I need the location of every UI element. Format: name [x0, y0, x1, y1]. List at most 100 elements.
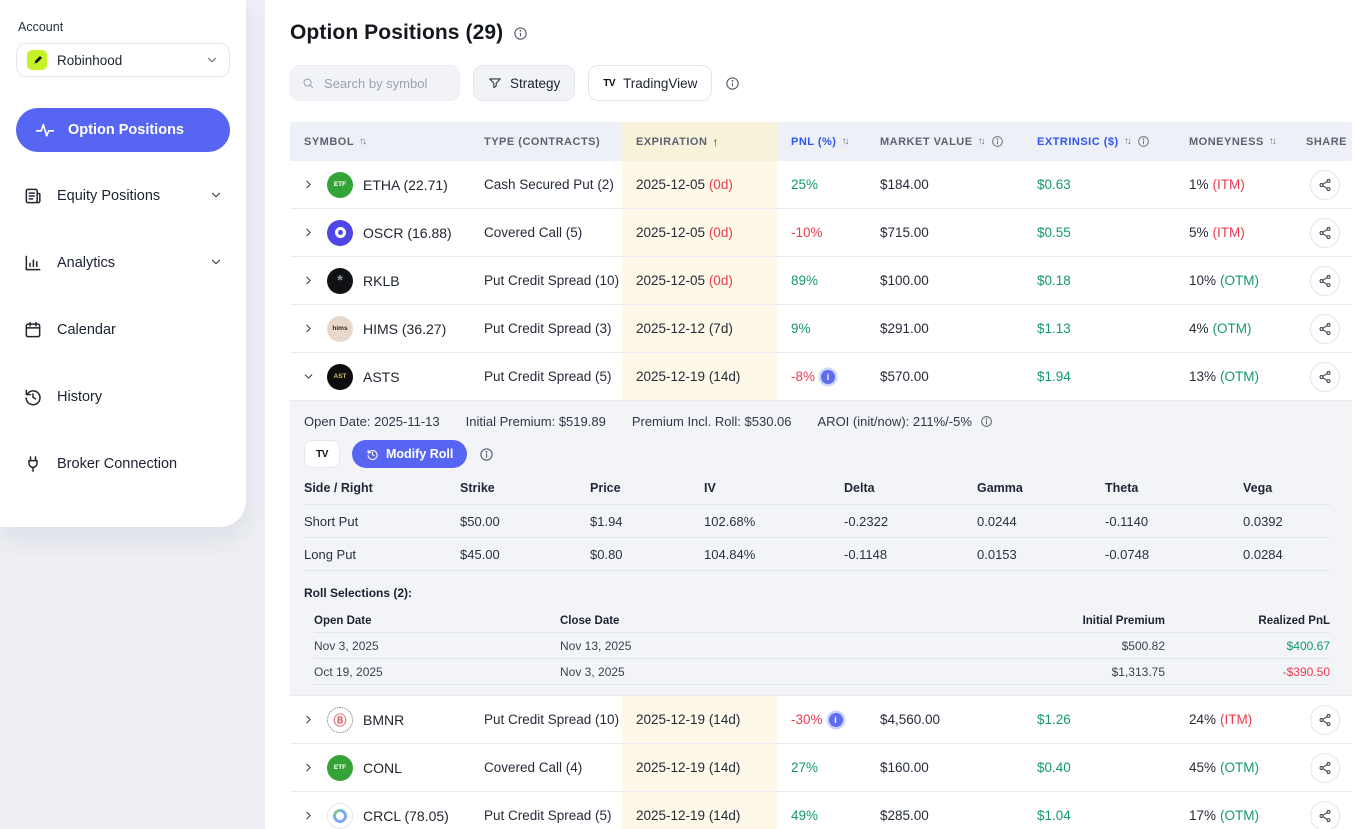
position-meta: Open Date: 2025-11-13: [304, 414, 440, 429]
table-row-hims[interactable]: hims HIMS (36.27) Put Credit Spread (3) …: [290, 305, 1352, 353]
column-header-pnl[interactable]: PNL (%) ↑↓: [791, 135, 849, 148]
moneyness-cell: 4% (OTM): [1189, 321, 1252, 336]
sidebar-item-equity-positions[interactable]: Equity Positions: [20, 182, 225, 210]
expand-row-button[interactable]: [300, 176, 317, 193]
table-row-bmnr[interactable]: Ⓑ BMNR Put Credit Spread (10) 2025-12-19…: [290, 696, 1352, 744]
strategy-filter-button[interactable]: Strategy: [473, 65, 576, 101]
leg-column-theta: Theta: [1105, 481, 1139, 495]
table-row-oscr[interactable]: OSCR (16.88) Covered Call (5) 2025-12-05…: [290, 209, 1352, 257]
pnl-cell: -10%: [791, 225, 823, 240]
market-value-cell: $291.00: [880, 321, 929, 336]
symbol-label: RKLB: [363, 272, 400, 289]
sidebar-item-label: Calendar: [57, 322, 116, 338]
share-button[interactable]: [1310, 361, 1340, 392]
oscr-logo: [327, 219, 353, 246]
tradingview-button[interactable]: TV TradingView: [588, 65, 713, 101]
etha-logo: ETF: [327, 171, 353, 198]
extrinsic-cell: $1.13: [1037, 321, 1071, 336]
sidebar-item-option-positions[interactable]: Option Positions: [16, 108, 230, 152]
share-button[interactable]: [1310, 800, 1340, 829]
main-content: Option Positions (29) Strategy TV Tradin…: [265, 0, 1354, 829]
column-info-icon[interactable]: [1137, 135, 1150, 148]
search-icon: [303, 78, 314, 89]
leg-column-strike: Strike: [460, 481, 495, 495]
column-header-symbol[interactable]: SYMBOL ↑↓: [304, 135, 367, 148]
type-cell: Put Credit Spread (10): [484, 273, 620, 288]
sidebar-item-calendar[interactable]: Calendar: [20, 316, 225, 344]
extrinsic-cell: $0.63: [1037, 177, 1071, 192]
type-cell: Cash Secured Put (2): [484, 177, 614, 192]
sidebar-item-analytics[interactable]: Analytics: [20, 249, 225, 277]
column-header-moneyness[interactable]: MONEYNESS ↑↓: [1189, 135, 1277, 148]
expand-row-button[interactable]: [300, 711, 317, 728]
pnl-info-badge[interactable]: i: [821, 369, 836, 384]
account-name: Robinhood: [57, 52, 123, 68]
expiration-cell: 2025-12-19 (14d): [622, 353, 777, 400]
chevron-down-icon: [205, 53, 219, 67]
share-button[interactable]: [1310, 217, 1340, 248]
search-box[interactable]: [290, 65, 460, 101]
share-button[interactable]: [1310, 704, 1340, 735]
leg-column-iv: IV: [704, 481, 716, 495]
days-to-expiry: (0d): [708, 177, 733, 192]
leg-column-delta: Delta: [844, 481, 875, 495]
share-button[interactable]: [1310, 265, 1340, 296]
title-info-icon[interactable]: [513, 26, 528, 41]
expand-row-button[interactable]: [300, 759, 317, 776]
modify-roll-button[interactable]: Modify Roll: [352, 440, 468, 468]
expand-row-button[interactable]: [300, 320, 317, 337]
moneyness-cell: 45% (OTM): [1189, 760, 1260, 775]
column-header-type-contracts[interactable]: TYPE (CONTRACTS): [484, 135, 601, 148]
share-button[interactable]: [1310, 752, 1340, 783]
sort-icon[interactable]: ↑↓: [841, 136, 849, 147]
column-info-icon[interactable]: [991, 135, 1004, 148]
sidebar-item-history[interactable]: History: [20, 383, 225, 411]
symbol-label: ASTS: [363, 368, 400, 385]
sort-icon[interactable]: ↑↓: [1123, 136, 1132, 147]
expand-row-button[interactable]: [300, 224, 317, 241]
symbol-label: ETHA (22.71): [363, 176, 448, 193]
expiration-cell: 2025-12-19 (14d): [622, 696, 777, 743]
sort-icon[interactable]: ↑↓: [1268, 136, 1277, 147]
table-row-crcl[interactable]: CRCL (78.05) Put Credit Spread (5) 2025-…: [290, 792, 1352, 829]
column-header-share[interactable]: SHARE: [1306, 135, 1348, 148]
share-button[interactable]: [1310, 313, 1340, 344]
bmnr-logo: Ⓑ: [327, 706, 353, 733]
column-header-extrinsic[interactable]: EXTRINSIC ($) ↑↓: [1023, 122, 1175, 161]
aroi-info-icon[interactable]: [980, 415, 993, 428]
toolbar-info-icon[interactable]: [725, 76, 740, 91]
symbol-label: OSCR (16.88): [363, 224, 452, 241]
roll-info-icon[interactable]: [479, 447, 494, 462]
table-row-etha[interactable]: ETF ETHA (22.71) Cash Secured Put (2) 20…: [290, 161, 1352, 209]
expand-row-button[interactable]: [300, 272, 317, 289]
table-row-rklb[interactable]: * RKLB Put Credit Spread (10) 2025-12-05…: [290, 257, 1352, 305]
collapse-row-button[interactable]: [300, 368, 317, 385]
share-button[interactable]: [1310, 169, 1340, 200]
column-header-expiration[interactable]: EXPIRATION ↑: [622, 122, 777, 161]
pnl-info-badge[interactable]: i: [828, 712, 843, 727]
moneyness-cell: 5% (ITM): [1189, 225, 1245, 240]
tradingview-chart-button[interactable]: TV: [304, 440, 340, 468]
chevron-down-icon: [209, 188, 223, 205]
table-row-conl[interactable]: ETF CONL Covered Call (4) 2025-12-19 (14…: [290, 744, 1352, 792]
sort-icon[interactable]: ↑↓: [359, 136, 367, 147]
history-icon: [22, 387, 43, 408]
market-value-cell: $285.00: [880, 808, 929, 823]
type-cell: Covered Call (5): [484, 225, 583, 240]
plug-icon: [22, 454, 43, 475]
sidebar: Account Robinhood Option Positions Equit…: [0, 0, 246, 527]
column-header-market-value[interactable]: MARKET VALUE ↑↓: [866, 122, 1023, 161]
moneyness-cell: 13% (OTM): [1189, 369, 1260, 384]
leg-column-vega: Vega: [1243, 481, 1273, 495]
sort-asc-icon[interactable]: ↑: [712, 134, 719, 149]
account-select[interactable]: Robinhood: [16, 43, 230, 77]
moneyness-cell: 24% (ITM): [1189, 712, 1253, 727]
sort-icon[interactable]: ↑↓: [977, 136, 986, 147]
sidebar-item-broker-connection[interactable]: Broker Connection: [20, 450, 225, 478]
position-meta-row: Open Date: 2025-11-13 Initial Premium: $5…: [304, 414, 1330, 429]
search-input[interactable]: [322, 74, 448, 92]
table-row-asts[interactable]: AST ASTS Put Credit Spread (5) 2025-12-1…: [290, 353, 1352, 401]
expand-row-button[interactable]: [300, 807, 317, 824]
tradingview-logo-icon: TV: [316, 448, 328, 460]
